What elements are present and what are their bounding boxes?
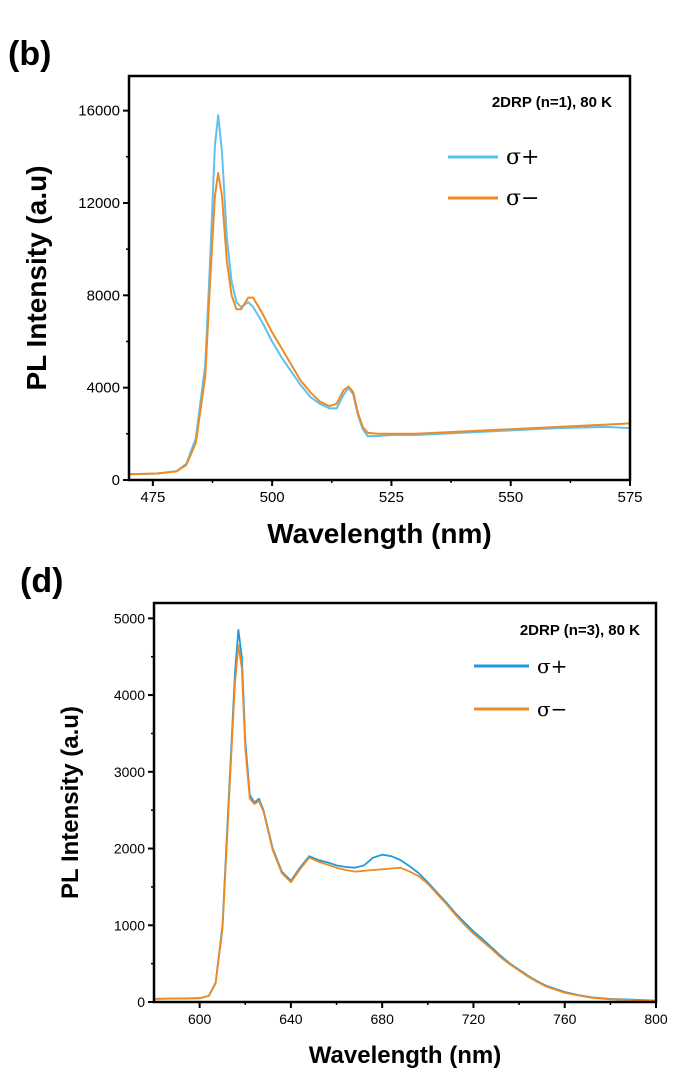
x-tick-label: 680: [371, 1011, 395, 1027]
x-tick-label: 640: [279, 1011, 303, 1027]
y-tick-label: 5000: [114, 610, 145, 626]
y-tick-label: 1000: [114, 917, 145, 933]
legend-label: σ+: [506, 145, 539, 170]
y-tick-label: 16000: [78, 103, 120, 120]
series-line-sigma-minus: [154, 644, 656, 1002]
y-axis-title: PL Intensity (a.u): [57, 706, 84, 899]
x-tick-label: 475: [140, 489, 165, 506]
y-axis-title: PL Intensity (a.u): [21, 165, 52, 390]
y-tick-label: 0: [112, 472, 120, 489]
x-axis-title: Wavelength (nm): [267, 518, 492, 549]
condition-annotation: 2DRP (n=1), 80 K: [492, 94, 612, 111]
y-tick-label: 8000: [87, 287, 120, 304]
x-tick-label: 525: [379, 489, 404, 506]
y-tick-label: 4000: [114, 687, 145, 703]
legend-label: σ−: [537, 697, 567, 721]
x-tick-label: 600: [188, 1011, 212, 1027]
y-tick-label: 0: [137, 994, 145, 1010]
panel-label: (d): [20, 562, 63, 600]
panel-label: (b): [8, 35, 51, 73]
y-tick-label: 12000: [78, 195, 120, 212]
plot-frame: [152, 601, 658, 1004]
x-tick-label: 760: [553, 1011, 577, 1027]
y-tick-label: 4000: [87, 380, 120, 397]
x-axis-title: Wavelength (nm): [309, 1042, 501, 1069]
legend-label: σ+: [537, 654, 567, 678]
series-line-sigma-plus: [129, 114, 630, 476]
series-line-sigma-plus: [154, 629, 656, 1002]
x-tick-label: 800: [644, 1011, 668, 1027]
y-tick-label: 3000: [114, 764, 145, 780]
y-tick-label: 2000: [114, 841, 145, 857]
series-line-sigma-minus: [129, 172, 630, 476]
legend-label: σ−: [506, 186, 539, 211]
x-tick-label: 720: [462, 1011, 486, 1027]
condition-annotation: 2DRP (n=3), 80 K: [520, 622, 640, 639]
x-tick-label: 500: [260, 489, 285, 506]
plot-frame: [127, 74, 632, 482]
x-tick-label: 575: [617, 489, 642, 506]
x-tick-label: 550: [498, 489, 523, 506]
